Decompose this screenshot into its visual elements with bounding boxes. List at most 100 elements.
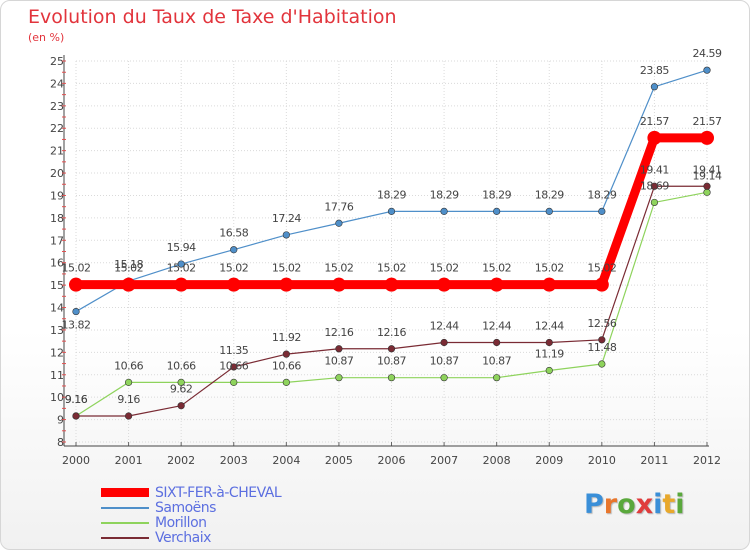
y-tick-label: 11 — [50, 369, 64, 382]
data-label: 18.29 — [430, 188, 459, 201]
data-point — [124, 412, 133, 420]
data-point — [335, 374, 343, 382]
data-label: 18.29 — [377, 188, 406, 201]
data-point — [384, 277, 399, 292]
data-point — [174, 277, 189, 292]
y-tick-label: 25 — [50, 55, 64, 68]
data-label: 13.82 — [62, 319, 91, 332]
y-tick-label: 18 — [50, 212, 64, 225]
data-point — [282, 231, 290, 239]
data-point — [440, 338, 448, 347]
data-point — [69, 277, 83, 292]
data-label: 18.29 — [482, 188, 511, 201]
y-tick-label: 15 — [50, 279, 64, 292]
data-point — [647, 130, 662, 145]
x-tick-label: 2011 — [640, 454, 668, 467]
x-tick-label: 2010 — [588, 454, 616, 467]
data-label: 18.29 — [587, 188, 616, 201]
data-label: 9.16 — [65, 393, 88, 406]
chart-title: Evolution du Taux de Taxe d'Habitation — [28, 6, 397, 28]
data-label: 19.14 — [693, 169, 722, 182]
data-label: 15.02 — [114, 262, 143, 275]
data-label: 12.16 — [324, 326, 353, 339]
data-point — [335, 345, 343, 353]
data-label: 24.59 — [693, 47, 722, 60]
data-point — [72, 412, 80, 420]
data-label: 10.66 — [219, 359, 248, 372]
data-point — [121, 277, 136, 292]
data-label: 15.94 — [167, 241, 196, 254]
data-point — [437, 277, 452, 292]
data-label: 17.24 — [272, 212, 301, 225]
data-point — [700, 130, 714, 145]
data-label: 9.16 — [117, 393, 140, 406]
y-tick-label: 24 — [50, 77, 64, 90]
data-point — [177, 260, 185, 268]
data-label: 15.02 — [377, 262, 406, 275]
data-label: 11.19 — [535, 348, 564, 361]
data-point — [282, 378, 290, 386]
data-point — [331, 277, 346, 292]
y-tick-label: 8 — [57, 436, 64, 449]
data-label: 23.85 — [640, 64, 669, 77]
data-label: 15.02 — [62, 262, 91, 275]
data-point — [230, 246, 238, 254]
data-label: 15.02 — [219, 262, 248, 275]
data-point — [545, 207, 553, 215]
data-label: 12.44 — [430, 319, 459, 332]
data-label: 11.35 — [219, 344, 248, 357]
data-point — [545, 338, 553, 347]
legend: SIXT-FER-à-CHEVAL Samoëns Morillon Verch… — [101, 485, 282, 546]
x-tick-label: 2007 — [430, 454, 458, 467]
data-point — [124, 378, 133, 386]
data-label: 15.02 — [482, 262, 511, 275]
data-label: 21.57 — [693, 115, 722, 128]
y-tick-label: 9 — [57, 414, 64, 427]
y-tick-label: 12 — [50, 346, 64, 359]
data-point — [598, 360, 606, 368]
y-tick-label: 21 — [50, 145, 64, 158]
data-label: 10.66 — [167, 359, 196, 372]
legend-item: SIXT-FER-à-CHEVAL — [101, 485, 282, 501]
data-point — [650, 198, 659, 207]
legend-label: Samoëns — [155, 499, 216, 516]
x-tick-label: 2006 — [378, 454, 406, 467]
x-tick-label: 2001 — [115, 454, 143, 467]
data-label: 12.16 — [377, 326, 406, 339]
data-label: 9.16 — [65, 393, 88, 406]
legend-swatch-sixt — [101, 488, 149, 497]
data-label: 10.66 — [114, 359, 143, 372]
data-label: 12.44 — [535, 319, 564, 332]
data-point — [703, 188, 711, 196]
data-label: 17.76 — [324, 200, 353, 213]
chart-subtitle: (en %) — [28, 31, 65, 44]
data-label: 15.02 — [430, 262, 459, 275]
data-point — [493, 207, 501, 215]
y-tick-label: 10 — [50, 391, 64, 404]
legend-label: Morillon — [155, 514, 207, 531]
data-label: 18.29 — [535, 188, 564, 201]
data-label: 15.18 — [114, 258, 143, 271]
legend-label: Verchaix — [155, 529, 211, 546]
data-label: 10.87 — [324, 355, 353, 368]
data-label: 15.02 — [167, 262, 196, 275]
data-point — [387, 345, 396, 353]
data-label: 19.41 — [640, 163, 669, 176]
legend-item: Morillon — [101, 514, 281, 531]
data-point — [72, 307, 80, 316]
data-label: 19.41 — [693, 163, 722, 176]
data-point — [545, 366, 553, 375]
data-label: 10.66 — [272, 359, 301, 372]
data-point — [177, 402, 185, 410]
data-label: 21.57 — [640, 115, 669, 128]
data-point — [598, 207, 606, 215]
legend-item: Samoëns — [101, 499, 281, 516]
y-tick-label: 19 — [50, 189, 64, 202]
data-point — [598, 336, 606, 344]
data-label: 15.02 — [324, 262, 353, 275]
legend-swatch-verchaix — [101, 536, 149, 539]
data-point — [703, 66, 711, 74]
x-tick-label: 2000 — [62, 454, 90, 467]
